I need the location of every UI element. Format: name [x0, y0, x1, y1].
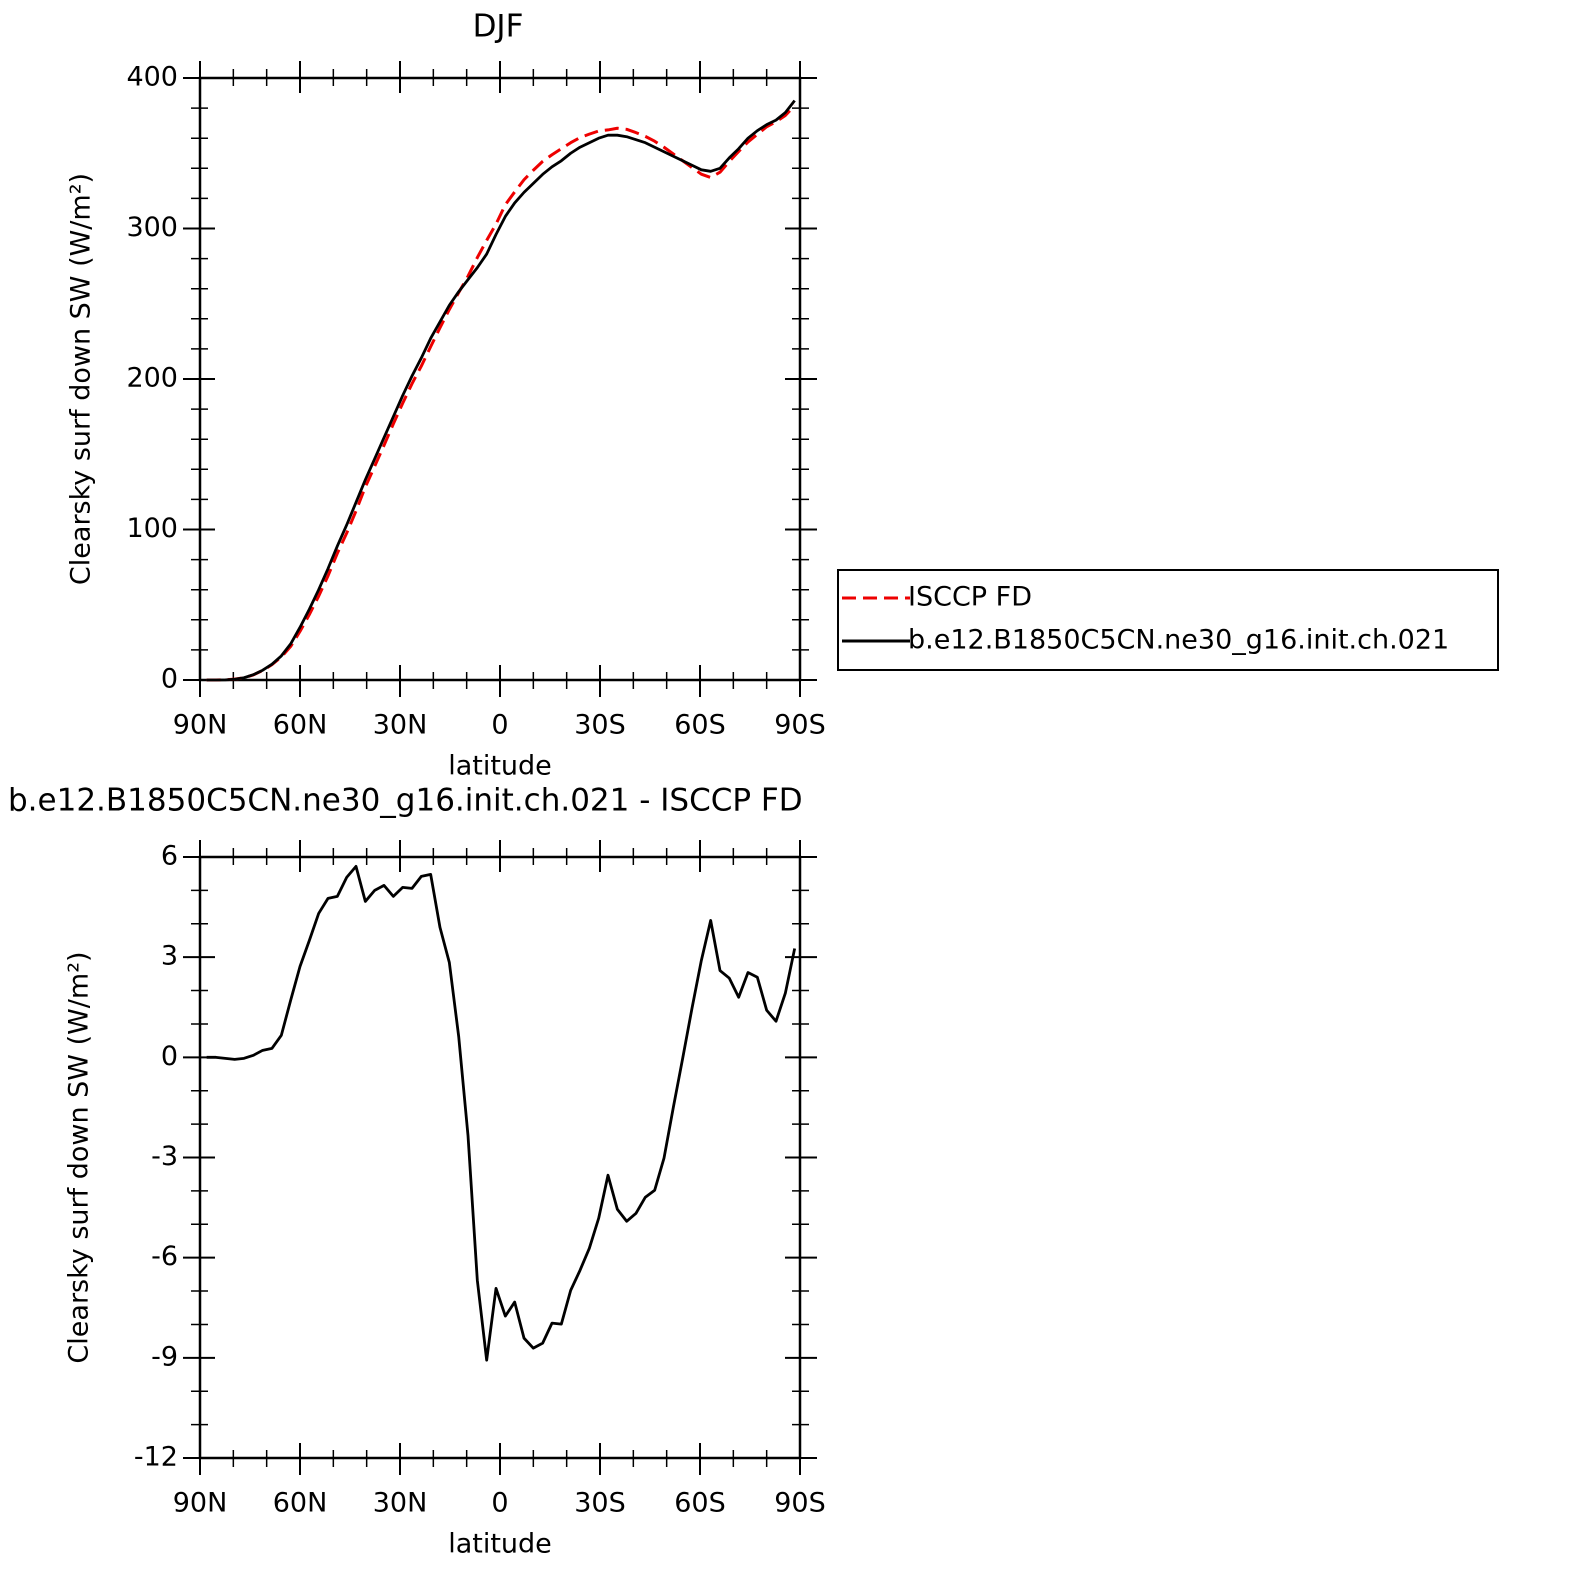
data-line — [206, 104, 796, 682]
y-tick-label: 300 — [126, 212, 178, 243]
x-tick-label: 90N — [173, 710, 228, 741]
chart-title: b.e12.B1850C5CN.ne30_g16.init.ch.021 - I… — [8, 783, 803, 819]
x-tick-label: 90S — [774, 710, 826, 741]
y-tick-label: -3 — [151, 1141, 178, 1172]
x-axis-label: latitude — [448, 751, 552, 782]
y-tick-label: 3 — [161, 941, 178, 972]
y-tick-label: -6 — [151, 1241, 178, 1272]
legend: ISCCP FD b.e12.B1850C5CN.ne30_g16.init.ch… — [837, 569, 1499, 671]
y-tick-label: -12 — [134, 1442, 178, 1473]
x-axis-label: latitude — [448, 1529, 552, 1560]
x-tick-label: 0 — [491, 1488, 508, 1519]
y-tick-label: 200 — [126, 363, 178, 394]
y-axis-label: Clearsky surf down SW (W/m²) — [66, 173, 97, 585]
x-tick-label: 30S — [574, 1488, 626, 1519]
legend-label: b.e12.B1850C5CN.ne30_g16.init.ch.021 — [908, 625, 1449, 656]
y-tick-label: 6 — [161, 841, 178, 872]
chart-title: DJF — [473, 9, 524, 45]
y-tick-label: 400 — [126, 62, 178, 93]
x-tick-label: 60N — [273, 1488, 328, 1519]
plot-frame — [198, 76, 802, 682]
y-tick-label: 0 — [161, 1041, 178, 1072]
legend-label: ISCCP FD — [908, 582, 1032, 613]
x-tick-label: 30N — [373, 1488, 428, 1519]
x-tick-label: 60S — [674, 1488, 726, 1519]
y-tick-label: 100 — [126, 513, 178, 544]
x-tick-label: 60N — [273, 710, 328, 741]
x-tick-label: 30N — [373, 710, 428, 741]
plot-frame — [198, 855, 802, 1460]
legend-box — [837, 569, 1499, 671]
y-tick-label: -9 — [151, 1341, 178, 1372]
x-tick-label: 60S — [674, 710, 726, 741]
x-tick-label: 90N — [173, 1488, 228, 1519]
x-tick-label: 90S — [774, 1488, 826, 1519]
x-tick-label: 0 — [491, 710, 508, 741]
y-axis-label: Clearsky surf down SW (W/m²) — [64, 951, 95, 1363]
y-tick-label: 0 — [161, 664, 178, 695]
x-tick-label: 30S — [574, 710, 626, 741]
data-line — [206, 99, 796, 682]
data-line — [206, 864, 797, 1362]
